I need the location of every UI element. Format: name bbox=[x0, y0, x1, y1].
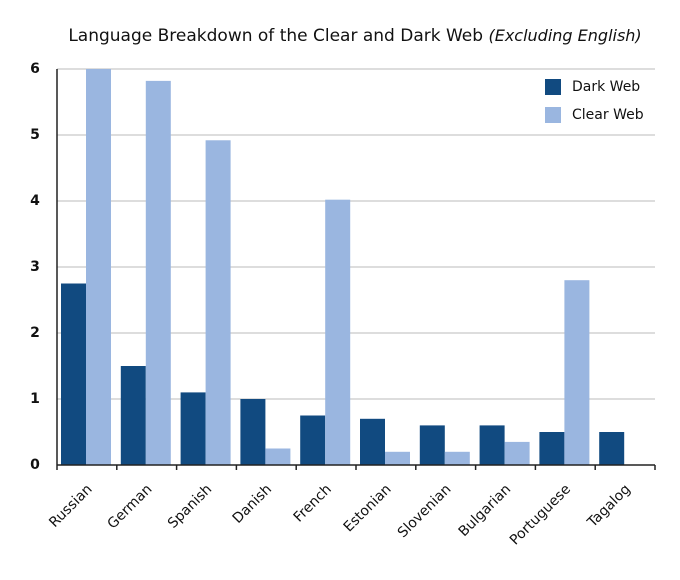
bar bbox=[539, 432, 565, 465]
legend-swatch bbox=[545, 107, 561, 123]
legend-label: Clear Web bbox=[572, 107, 644, 123]
bar bbox=[300, 415, 326, 465]
y-tick-label: 3 bbox=[30, 259, 40, 275]
bar bbox=[61, 283, 86, 465]
bar bbox=[385, 451, 410, 465]
x-tick-label: French bbox=[291, 481, 335, 525]
bar bbox=[325, 199, 351, 465]
bar bbox=[240, 399, 266, 465]
x-tick-label: Slovenian bbox=[395, 481, 455, 541]
y-tick-label: 6 bbox=[30, 61, 40, 77]
x-tick-label: Bulgarian bbox=[456, 481, 515, 540]
chart-subtitle: (Excluding English) bbox=[488, 26, 641, 45]
bar bbox=[564, 280, 590, 465]
bar bbox=[419, 425, 445, 465]
bar bbox=[599, 432, 625, 465]
x-tick-label: Tagalog bbox=[584, 481, 634, 531]
chart-title: Language Breakdown of the Clear and Dark… bbox=[68, 26, 483, 46]
bar bbox=[360, 418, 385, 465]
legend-label: Dark Web bbox=[572, 79, 640, 95]
y-tick-label: 2 bbox=[30, 325, 40, 341]
bar bbox=[120, 366, 146, 465]
chart-heading: Language Breakdown of the Clear and Dark… bbox=[68, 26, 641, 47]
bar bbox=[479, 425, 505, 465]
bar bbox=[86, 69, 111, 465]
bar bbox=[504, 441, 530, 465]
x-tick-label: Spanish bbox=[165, 481, 215, 531]
bar bbox=[265, 448, 291, 465]
legend-swatch bbox=[545, 79, 561, 95]
x-tick-label: Portuguese bbox=[507, 481, 574, 548]
x-tick-label: German bbox=[105, 481, 156, 532]
bar bbox=[145, 80, 171, 465]
bar bbox=[205, 140, 231, 465]
bar bbox=[180, 392, 206, 465]
y-tick-label: 1 bbox=[30, 391, 40, 407]
y-tick-label: 0 bbox=[30, 457, 40, 473]
y-tick-label: 5 bbox=[30, 127, 40, 143]
x-tick-label: Danish bbox=[230, 481, 275, 526]
x-tick-label: Russian bbox=[46, 481, 95, 530]
x-tick-label: Estonian bbox=[341, 481, 395, 535]
y-tick-label: 4 bbox=[30, 193, 40, 209]
bar bbox=[444, 451, 470, 465]
